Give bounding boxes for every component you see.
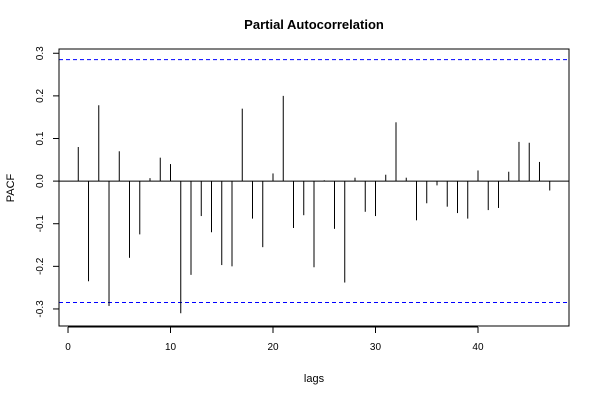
x-axis: 0 10 20 30 40 — [65, 326, 484, 353]
x-tick-label: 0 — [65, 342, 71, 353]
y-tick-label: 0.0 — [35, 174, 46, 188]
chart-title: Partial Autocorrelation — [244, 17, 384, 32]
y-tick-label: -0.1 — [35, 215, 46, 233]
x-tick-label: 40 — [472, 342, 484, 353]
y-axis-label: PACF — [5, 173, 17, 202]
y-axis: -0.3 -0.2 -0.1 0.0 0.1 0.2 0.3 — [35, 46, 60, 318]
y-tick-label: 0.1 — [35, 131, 46, 145]
pacf-bars — [77, 95, 551, 314]
y-tick-label: 0.2 — [35, 88, 46, 102]
y-tick-label: -0.3 — [35, 300, 46, 318]
x-axis-label: lags — [304, 373, 325, 385]
x-tick-label: 30 — [370, 342, 382, 353]
x-tick-label: 20 — [267, 342, 279, 353]
y-tick-label: 0.3 — [35, 46, 46, 60]
confidence-bounds — [59, 59, 569, 304]
x-tick-label: 10 — [165, 342, 177, 353]
y-tick-label: -0.2 — [35, 257, 46, 275]
